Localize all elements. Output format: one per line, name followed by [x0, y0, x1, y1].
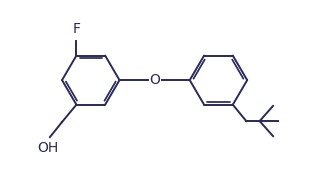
Text: F: F	[72, 22, 80, 36]
Text: O: O	[149, 73, 160, 87]
Text: OH: OH	[38, 141, 59, 155]
